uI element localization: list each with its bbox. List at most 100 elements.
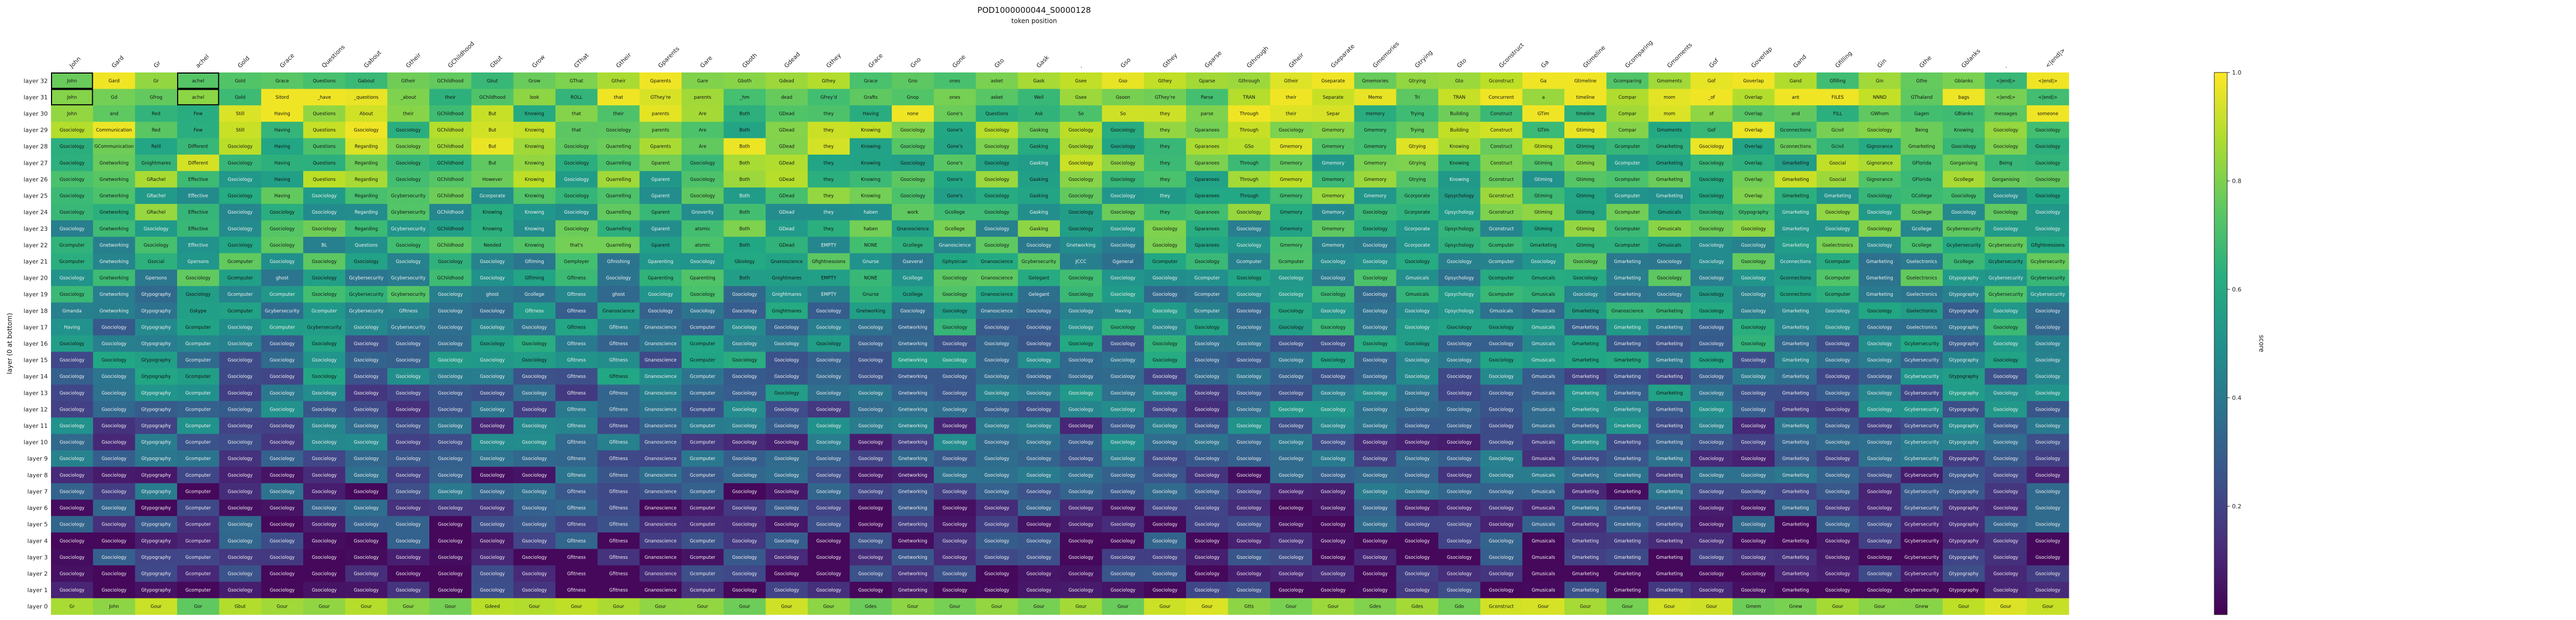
heatmap-cell <box>93 187 136 205</box>
cell-label: Gtrying <box>1409 78 1426 84</box>
cell-label: Gsoon <box>1116 95 1130 100</box>
cell-label: GRachel <box>147 177 165 183</box>
cell-label: Gmarketing <box>1572 358 1599 363</box>
heatmap-cell <box>1228 105 1271 122</box>
cell-label: Gmarketing <box>1656 325 1683 330</box>
heatmap-cell <box>1186 203 1228 221</box>
cell-label: Gsociology <box>1236 407 1261 412</box>
cell-label: GDead <box>779 161 794 166</box>
heatmap-cell <box>471 187 514 205</box>
cell-label: Gsociology <box>1489 456 1513 462</box>
cell-label: Gcomputer <box>1194 292 1220 297</box>
cell-label: Gphysician <box>942 259 968 265</box>
cell-label: Gnanoscience <box>981 276 1013 281</box>
cell-label: Gsociology <box>354 555 378 560</box>
cell-label: ghost <box>486 292 499 297</box>
x-tick-label: Gand <box>1792 53 1808 69</box>
cell-label: Gsociology <box>1405 391 1430 396</box>
cell-label: Knowing <box>525 194 544 199</box>
cell-label: Gcomputer <box>690 424 715 429</box>
cell-label: Gsociology <box>732 325 757 330</box>
heatmap-cell <box>808 269 850 287</box>
heatmap-cell <box>387 269 430 287</box>
cell-label: Gsociology <box>438 424 463 429</box>
cell-label: Gsociology <box>1699 489 1724 494</box>
cell-label: Gmarketing <box>1572 555 1599 560</box>
cell-label: Gsociology <box>396 424 421 429</box>
heatmap-cell <box>1774 89 1817 106</box>
cell-label: Gsociology <box>816 571 841 577</box>
cell-label: Gcomputer <box>690 325 715 330</box>
cell-label: Gsociology <box>396 522 421 528</box>
cell-label: memory <box>1366 112 1385 117</box>
cell-label: Gmusicals <box>1532 456 1555 462</box>
cell-label: Gsociology <box>816 341 841 347</box>
cell-label: Gsociology <box>564 210 589 215</box>
cell-label: Gsociology <box>438 506 463 511</box>
x-tick-label: Gin <box>1876 57 1887 69</box>
cell-label: Gsociology <box>1993 588 2018 593</box>
cell-label: Gsociology <box>984 473 1009 478</box>
heatmap-cell <box>934 237 976 254</box>
cell-label: Questions <box>313 144 336 150</box>
cell-label: Gone's <box>947 128 963 133</box>
cell-label: Gsociology <box>901 309 925 314</box>
cell-label: Gsociology <box>564 227 589 232</box>
cell-label: Gsociology <box>1993 555 2018 560</box>
cell-label: Gfilming <box>525 259 544 265</box>
cell-label: Gsociology <box>228 374 252 380</box>
cell-label: Gsociology <box>1405 440 1430 446</box>
x-tick-label: Gblanks <box>1960 47 1982 69</box>
cell-label: Gnoverity <box>691 210 714 215</box>
cell-label: Gsociology <box>1699 227 1724 232</box>
heatmap-cell <box>1732 138 1775 155</box>
cell-label: Gsociology <box>858 374 883 380</box>
y-tick-label: layer 27 <box>24 159 48 166</box>
heatmap-cell <box>1648 203 1691 221</box>
cell-label: Few <box>194 112 203 117</box>
cell-label: Gsociology <box>354 522 378 528</box>
cell-label: work <box>908 210 919 215</box>
cell-label: Gcomputer <box>185 358 211 363</box>
cell-label: their <box>613 112 624 117</box>
cell-label: they <box>1160 112 1170 117</box>
cell-label: Gtypography <box>141 325 171 330</box>
cell-label: Gask <box>1033 78 1044 84</box>
cell-label: Gtiming <box>1534 210 1553 215</box>
heatmap-cell <box>1858 187 1901 205</box>
cell-label: Gsociology <box>1069 341 1093 347</box>
cell-label: Gsociology <box>1867 588 1892 593</box>
cell-label: Gmarketing <box>1782 473 1809 478</box>
cell-label: GThat <box>569 78 583 84</box>
heatmap-cell <box>1817 187 1859 205</box>
cell-label: Gparanoes <box>1195 243 1220 248</box>
heatmap-cell <box>471 269 514 287</box>
cell-label: Gsociology <box>1069 407 1093 412</box>
heatmap-cell <box>345 155 388 172</box>
heatmap-cell <box>1606 155 1649 172</box>
heatmap-cell <box>1060 155 1102 172</box>
heatmap-cell <box>1985 155 2028 172</box>
cell-label: Gsociology <box>438 341 463 347</box>
cell-label: Gsociology <box>1236 243 1261 248</box>
cell-label: Gmarketing <box>1572 473 1599 478</box>
cell-label: Gsociology <box>858 522 883 528</box>
heatmap-cell <box>345 187 388 205</box>
cell-label: Gcybersecurity <box>2031 292 2065 297</box>
heatmap-cell <box>1480 220 1523 237</box>
cell-label: Gour <box>907 604 918 610</box>
heatmap-cell <box>1480 105 1523 122</box>
heatmap-cell <box>1354 187 1397 205</box>
cell-label: Gcollege <box>903 292 923 297</box>
x-tick-label: Goverlap <box>1750 46 1773 69</box>
cell-label: Gsociology <box>816 538 841 544</box>
heatmap-cell <box>387 105 430 122</box>
cell-label: Gnanoscience <box>645 588 677 593</box>
heatmap-cell <box>1396 253 1439 270</box>
cell-label: Gselectronics <box>1906 292 1937 297</box>
cell-label: Gsociology <box>1825 522 1850 528</box>
cell-label: Having <box>1115 309 1131 314</box>
heatmap-cell <box>1396 269 1439 287</box>
heatmap-cell <box>639 187 682 205</box>
